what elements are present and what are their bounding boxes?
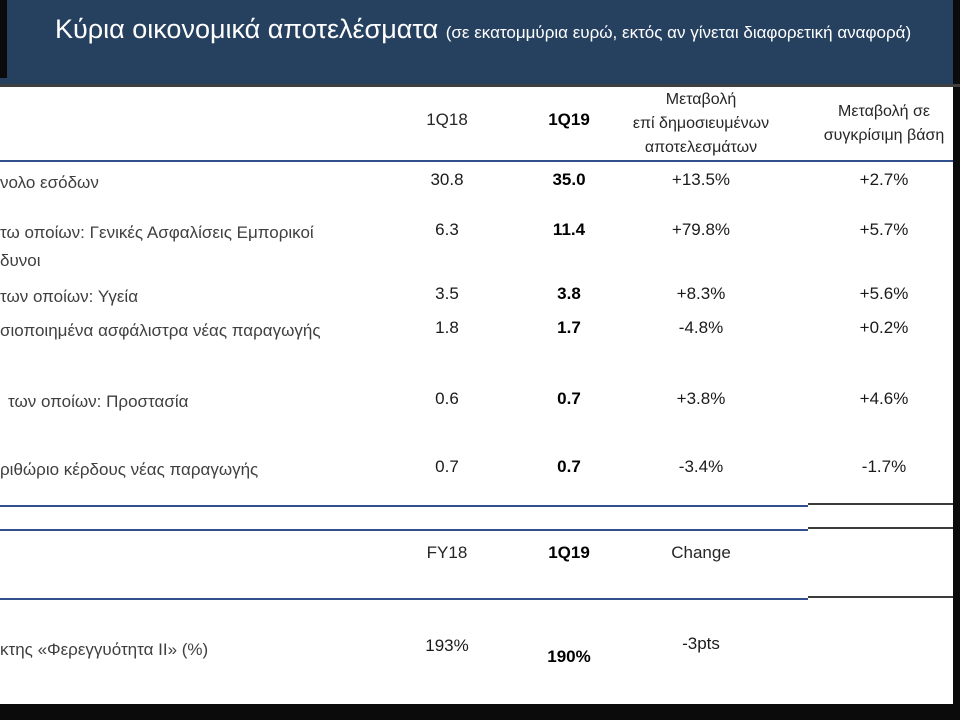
title-left-black-strip [0, 0, 7, 78]
cell-change-published: -4.8% [678, 318, 724, 337]
cell-change-published: +13.5% [671, 170, 731, 189]
cell-fy18: 193% [425, 636, 469, 655]
row-label-health: των οποίων: Υγεία [0, 287, 139, 306]
second-header-divider-blue [0, 598, 808, 600]
cell-change-comparable: +5.6% [859, 284, 909, 303]
row-label-protection: των οποίων: Προστασία [8, 392, 189, 411]
cell-1q18: 3.5 [435, 284, 459, 303]
second-header-divider-dark [808, 596, 953, 598]
screen-bottom-black-bar [0, 704, 960, 720]
cell-change-published: +79.8% [671, 220, 731, 239]
col-header-change-published: Μεταβολή επί δημοσιευμένων αποτελεσμάτων [632, 91, 770, 156]
cell-1q18: 0.7 [435, 457, 459, 476]
cell-change-published: +3.8% [676, 389, 726, 408]
col-header-change-comparable: Μεταβολή σε συγκρίσιμη βάση [823, 103, 945, 144]
col-header-fy18: FY18 [426, 543, 468, 562]
cell-1q19: 1.7 [557, 318, 581, 337]
cell-change-published: +8.3% [676, 284, 726, 303]
cell-1q18: 6.3 [435, 220, 459, 239]
cell-change: -3pts [682, 634, 720, 653]
row-label-solvency-ratio: κτης «Φερεγγυότητα II» (%) [0, 640, 209, 659]
slide-title-subtitle: (σε εκατομμύρια ευρώ, εκτός αν γίνεται δ… [445, 23, 912, 42]
col-header-1q19: 1Q19 [548, 110, 590, 129]
slide-title-bar: Κύρια οικονομικά αποτελέσματα (σε εκατομ… [0, 0, 953, 84]
col-header-1q18: 1Q18 [426, 110, 468, 129]
cell-1q19: 35.0 [552, 170, 586, 189]
section-divider-top-dark [808, 503, 953, 505]
cell-1q18: 1.8 [435, 318, 459, 337]
cell-1q19: 11.4 [552, 220, 586, 239]
cell-change-comparable: -1.7% [861, 457, 907, 476]
cell-change-comparable: +0.2% [859, 318, 909, 337]
row-label-annualized-premiums: σιοποιημένα ασφάλιστρα νέας παραγωγής [0, 321, 321, 340]
slide-title: Κύρια οικονομικά αποτελέσματα (σε εκατομ… [55, 14, 935, 45]
cell-1q19: 0.7 [557, 389, 581, 408]
title-underline [0, 84, 960, 87]
cell-change-comparable: +5.7% [859, 220, 909, 239]
cell-1q19: 0.7 [557, 457, 581, 476]
header-divider-line [0, 160, 953, 162]
cell-change-comparable: +4.6% [859, 389, 909, 408]
cell-1q19: 190% [547, 647, 591, 666]
cell-1q18: 0.6 [435, 389, 459, 408]
screen-right-black-strip [953, 0, 960, 720]
cell-change-published: -3.4% [678, 457, 724, 476]
cell-change-comparable: +2.7% [859, 170, 909, 189]
section-divider-top-blue [0, 505, 808, 507]
row-label-general-insurance: τω οποίων: Γενικές Ασφαλίσεις Εμπορικοί … [0, 223, 314, 270]
cell-1q19: 3.8 [557, 284, 581, 303]
slide-title-main: Κύρια οικονομικά αποτελέσματα [55, 14, 446, 44]
cell-1q18: 30.8 [430, 170, 464, 189]
section-divider-bottom-blue [0, 529, 808, 531]
col-header-1q19-second: 1Q19 [548, 543, 590, 562]
row-label-total-revenues: νολο εσόδων [0, 173, 99, 192]
row-label-nb-margin: ριθώριο κέρδους νέας παραγωγής [0, 460, 259, 479]
section-divider-bottom-dark [808, 527, 953, 529]
col-header-change: Change [671, 543, 731, 562]
